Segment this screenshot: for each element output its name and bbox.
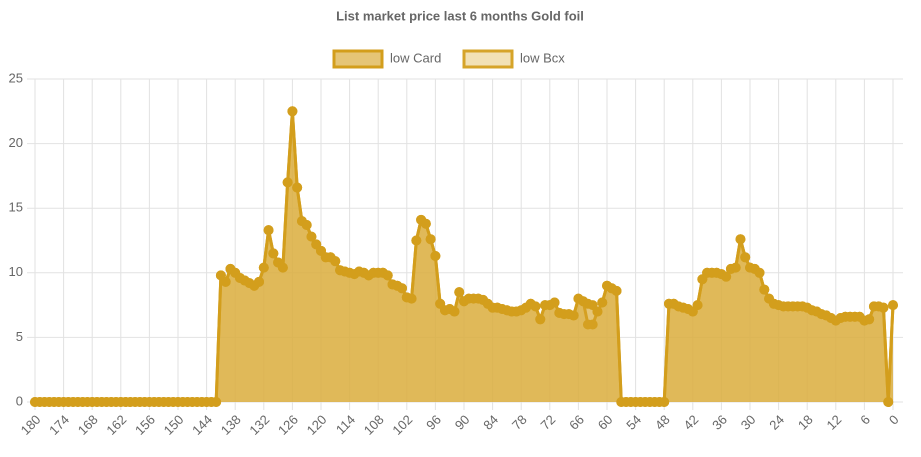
x-tick-label: 24: [766, 412, 787, 433]
point: [430, 251, 441, 262]
point: [282, 177, 293, 188]
x-tick-label: 150: [161, 412, 187, 438]
point: [301, 219, 312, 230]
point: [740, 252, 751, 263]
x-tick-label: 168: [75, 412, 101, 438]
y-tick-label: 10: [9, 264, 23, 279]
chart-title: List market price last 6 months Gold foi…: [336, 8, 584, 23]
point: [254, 276, 265, 287]
x-tick-label: 126: [275, 412, 301, 438]
x-tick-label: 108: [361, 412, 387, 438]
point: [864, 314, 875, 325]
y-tick-label: 15: [9, 200, 23, 215]
point: [592, 306, 603, 317]
x-tick-label: 96: [423, 412, 444, 433]
point: [425, 234, 436, 245]
point: [287, 106, 298, 117]
point: [211, 397, 222, 407]
x-tick-label: 84: [480, 412, 501, 433]
point: [754, 267, 765, 278]
x-tick-label: 36: [709, 412, 730, 433]
legend-label: low Card: [390, 50, 441, 65]
x-tick-label: 156: [132, 412, 158, 438]
point: [530, 301, 541, 312]
x-tick-label: 42: [681, 412, 702, 433]
legend-swatch: [462, 49, 514, 69]
x-tick-label: 60: [595, 412, 616, 433]
x-tick-label: 48: [652, 412, 673, 433]
x-tick-label: 12: [824, 412, 845, 433]
point: [568, 310, 579, 321]
legend-label: low Bcx: [520, 50, 565, 65]
y-tick-label: 20: [9, 135, 23, 150]
x-tick-label: 162: [103, 412, 129, 438]
x-tick-label: 54: [623, 412, 644, 433]
point: [406, 293, 417, 304]
point: [721, 271, 732, 282]
point: [597, 297, 608, 308]
x-tick-label: 18: [795, 412, 816, 433]
point: [549, 297, 560, 308]
y-tick-label: 25: [9, 70, 23, 85]
x-tick-label: 120: [304, 412, 330, 438]
x-tick-label: 72: [538, 412, 559, 433]
point: [730, 262, 741, 273]
y-tick-label: 5: [16, 329, 23, 344]
point: [268, 248, 279, 259]
x-tick-label: 78: [509, 412, 530, 433]
point: [306, 231, 317, 242]
x-tick-label: 102: [389, 412, 415, 438]
point: [454, 287, 465, 298]
x-tick-label: 138: [218, 412, 244, 438]
x-tick-label: 30: [738, 412, 759, 433]
x-tick-label: 174: [46, 412, 72, 438]
x-tick-label: 132: [246, 412, 272, 438]
x-tick-label: 144: [189, 412, 215, 438]
point: [397, 283, 408, 294]
point: [220, 276, 231, 287]
x-tick-label: 114: [333, 412, 358, 437]
point: [263, 225, 274, 236]
x-tick-label: 6: [857, 412, 873, 428]
x-tick-label: 66: [566, 412, 587, 433]
point: [330, 256, 341, 267]
x-tick-label: 90: [452, 412, 473, 433]
point: [258, 262, 269, 273]
point: [420, 218, 431, 229]
point: [449, 306, 460, 317]
legend-swatch: [332, 49, 384, 69]
x-tick-label: 180: [18, 412, 44, 438]
point: [883, 397, 894, 407]
point: [659, 397, 670, 407]
point: [692, 300, 703, 311]
point: [611, 285, 622, 296]
area: [35, 111, 893, 403]
point: [878, 302, 889, 313]
point: [382, 270, 393, 281]
point: [888, 300, 898, 311]
y-tick-label: 0: [16, 393, 23, 408]
point: [277, 262, 288, 273]
point: [735, 234, 746, 245]
point: [759, 284, 770, 295]
point: [292, 182, 303, 193]
x-tick-label: 0: [886, 412, 902, 428]
point: [411, 235, 422, 246]
point: [535, 314, 546, 325]
